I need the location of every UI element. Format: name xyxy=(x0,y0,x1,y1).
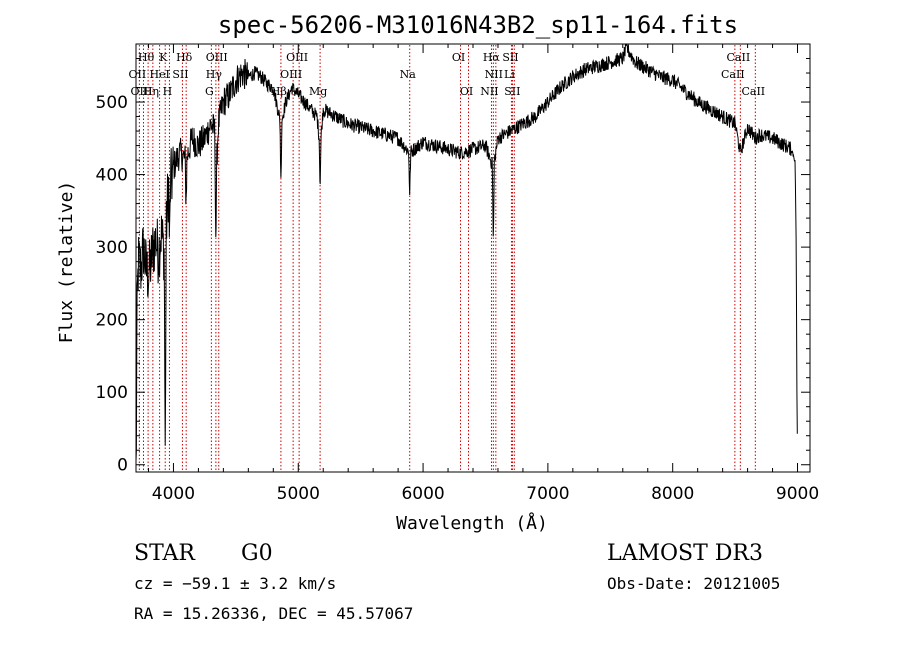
line-marker-label: Mg xyxy=(309,85,327,98)
line-marker-label: Hθ xyxy=(138,51,155,64)
x-axis-ticks: 4000 5000 6000 7000 8000 9000 xyxy=(147,44,819,504)
spectral-line-markers xyxy=(138,45,756,471)
line-marker-label: Hδ xyxy=(176,51,193,64)
object-subclass: G0 xyxy=(241,541,273,566)
line-marker-label: SII xyxy=(172,68,188,81)
y-tick-label: 100 xyxy=(96,383,128,403)
x-tick-label: 7000 xyxy=(526,484,569,504)
x-tick-label: 9000 xyxy=(776,484,819,504)
line-marker-label: H xyxy=(163,85,173,98)
line-marker-label: OI xyxy=(460,85,473,98)
chart-title: spec-56206-M31016N43B2_sp11-164.fits xyxy=(218,11,738,39)
spectrum-line xyxy=(135,44,798,462)
coordinates-readout: RA = 15.26336, DEC = 45.57067 xyxy=(134,604,413,623)
line-marker-label: Li xyxy=(504,68,515,81)
y-tick-label: 500 xyxy=(96,93,128,113)
line-marker-label: Hβ xyxy=(271,85,287,98)
line-marker-label: OIII xyxy=(206,51,228,64)
line-marker-label: NII xyxy=(480,85,498,98)
line-marker-label: CaII xyxy=(727,51,751,64)
line-marker-label: OII xyxy=(129,68,147,81)
x-tick-label: 6000 xyxy=(401,484,444,504)
line-marker-label: Hα xyxy=(483,51,501,64)
line-marker-label: SII xyxy=(504,85,520,98)
y-axis-label: Flux (relative) xyxy=(56,181,77,344)
line-marker-label: CaII xyxy=(721,68,745,81)
y-tick-label: 0 xyxy=(117,456,128,476)
object-class: STAR xyxy=(134,541,196,566)
line-marker-label: OIII xyxy=(280,68,302,81)
x-axis-label: Wavelength (Å) xyxy=(396,512,548,534)
line-marker-label: I xyxy=(166,68,170,81)
line-marker-label: NII xyxy=(485,68,503,81)
x-tick-label: 8000 xyxy=(651,484,694,504)
line-marker-label: SII xyxy=(502,51,518,64)
y-tick-label: 400 xyxy=(96,166,128,186)
y-tick-label: 300 xyxy=(96,238,128,258)
y-axis-ticks: 0 100 200 300 400 500 xyxy=(96,58,810,476)
line-marker-label: G xyxy=(205,85,214,98)
line-marker-label: Na xyxy=(400,68,417,81)
line-marker-label: Hγ xyxy=(206,68,223,81)
line-marker-label: CaII xyxy=(741,85,765,98)
redshift-readout: cz = −59.1 ± 3.2 km/s xyxy=(134,574,336,593)
survey-name: LAMOST DR3 xyxy=(607,541,763,566)
line-marker-label: OIII xyxy=(286,51,308,64)
x-tick-label: 5000 xyxy=(277,484,320,504)
line-marker-label: K xyxy=(159,51,168,64)
x-tick-label: 4000 xyxy=(152,484,195,504)
observation-date: Obs-Date: 20121005 xyxy=(607,574,780,593)
line-marker-label: OI xyxy=(452,51,465,64)
line-marker-label: He xyxy=(150,68,166,81)
y-tick-label: 200 xyxy=(96,311,128,331)
line-marker-label: Hη xyxy=(143,85,159,98)
